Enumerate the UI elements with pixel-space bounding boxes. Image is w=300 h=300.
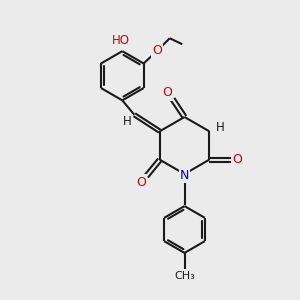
- Text: O: O: [136, 176, 146, 189]
- Text: O: O: [232, 153, 242, 166]
- Text: CH₃: CH₃: [174, 271, 195, 281]
- Text: O: O: [162, 86, 172, 100]
- Text: N: N: [180, 169, 189, 182]
- Text: HO: HO: [112, 34, 130, 47]
- Text: H: H: [216, 121, 225, 134]
- Text: O: O: [152, 44, 162, 57]
- Text: H: H: [123, 115, 132, 128]
